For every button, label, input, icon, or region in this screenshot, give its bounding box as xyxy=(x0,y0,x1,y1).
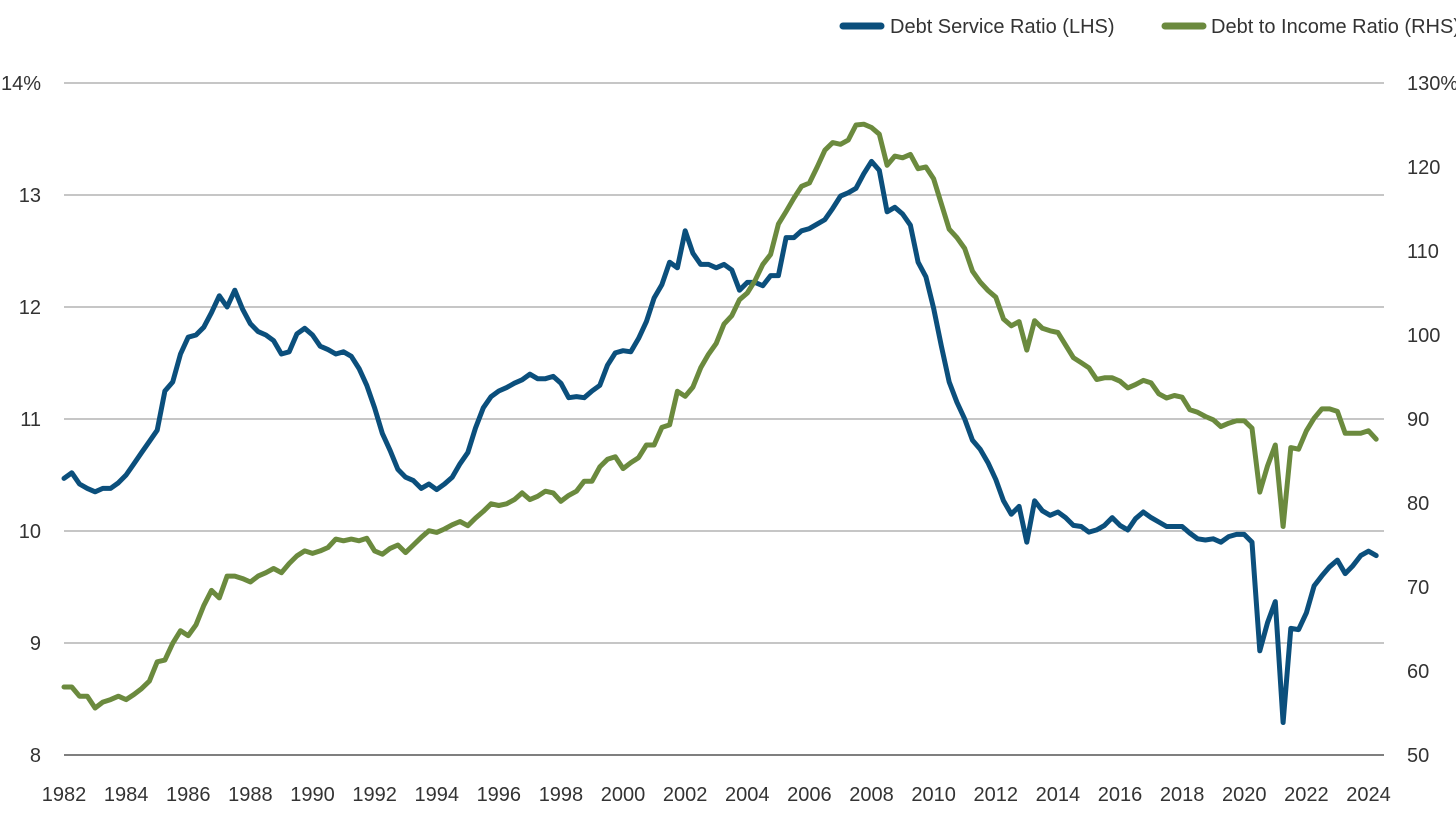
x-tick-label: 2024 xyxy=(1346,784,1391,806)
x-tick-label: 2010 xyxy=(911,784,956,806)
x-tick-label: 1988 xyxy=(228,784,273,806)
right-tick-label: 100 xyxy=(1407,325,1440,347)
x-tick-label: 2004 xyxy=(725,784,770,806)
x-tick-label: 2008 xyxy=(849,784,894,806)
x-tick-label: 1992 xyxy=(352,784,397,806)
x-tick-label: 1990 xyxy=(290,784,335,806)
right-tick-label: 130% xyxy=(1407,73,1456,95)
left-tick-label: 13 xyxy=(19,185,41,207)
left-tick-label: 12 xyxy=(19,297,41,319)
x-tick-label: 1982 xyxy=(42,784,87,806)
x-tick-label: 2002 xyxy=(663,784,708,806)
left-tick-label: 9 xyxy=(30,633,41,655)
x-axis-ticks: 1982 1984 1986 1988 1990 1992 1994 1996 1998 2000… xyxy=(42,784,1391,806)
right-tick-label: 60 xyxy=(1407,661,1429,683)
right-tick-label: 110 xyxy=(1407,241,1439,263)
x-tick-label: 2016 xyxy=(1098,784,1143,806)
x-tick-label: 1984 xyxy=(104,784,149,806)
left-axis-ticks: 8 9 10 11 12 13 14% xyxy=(1,73,41,767)
x-tick-label: 2018 xyxy=(1160,784,1205,806)
left-tick-label: 10 xyxy=(19,521,41,543)
right-tick-label: 90 xyxy=(1407,409,1429,431)
series-lines xyxy=(61,121,1379,725)
x-tick-label: 2006 xyxy=(787,784,832,806)
right-tick-label: 70 xyxy=(1407,577,1429,599)
right-tick-label: 120 xyxy=(1407,157,1440,179)
series-line-debt-to-income xyxy=(61,121,1379,711)
left-tick-label: 8 xyxy=(30,745,41,767)
x-tick-label: 1996 xyxy=(477,784,522,806)
right-tick-label: 50 xyxy=(1407,745,1429,767)
x-tick-label: 2022 xyxy=(1284,784,1329,806)
legend-label-debt-service: Debt Service Ratio (LHS) xyxy=(890,16,1115,38)
legend-label-debt-to-income: Debt to Income Ratio (RHS) xyxy=(1211,16,1456,38)
x-tick-label: 2014 xyxy=(1036,784,1081,806)
x-tick-label: 2020 xyxy=(1222,784,1267,806)
left-tick-label: 11 xyxy=(20,409,41,431)
gridlines xyxy=(64,82,1384,756)
series-line-debt-service xyxy=(61,158,1379,725)
x-tick-label: 2000 xyxy=(601,784,646,806)
x-tick-label: 1986 xyxy=(166,784,211,806)
right-axis-ticks: 50 60 70 80 90 100 110 120 130% xyxy=(1407,73,1456,767)
left-tick-label: 14% xyxy=(1,73,41,95)
right-tick-label: 80 xyxy=(1407,493,1429,515)
x-tick-label: 1994 xyxy=(414,784,459,806)
legend: Debt Service Ratio (LHS) Debt to Income … xyxy=(839,16,1456,38)
x-tick-label: 2012 xyxy=(974,784,1019,806)
x-tick-label: 1998 xyxy=(539,784,584,806)
